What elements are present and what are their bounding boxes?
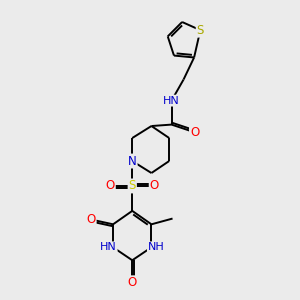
Text: S: S <box>129 179 136 193</box>
Text: O: O <box>190 126 199 139</box>
Text: HN: HN <box>163 96 180 106</box>
Text: O: O <box>106 179 115 193</box>
Text: NH: NH <box>148 242 165 252</box>
Text: HN: HN <box>100 242 117 252</box>
Text: S: S <box>196 24 204 37</box>
Text: O: O <box>86 213 96 226</box>
Text: O: O <box>150 179 159 193</box>
Text: O: O <box>128 276 137 289</box>
Text: N: N <box>128 154 136 167</box>
